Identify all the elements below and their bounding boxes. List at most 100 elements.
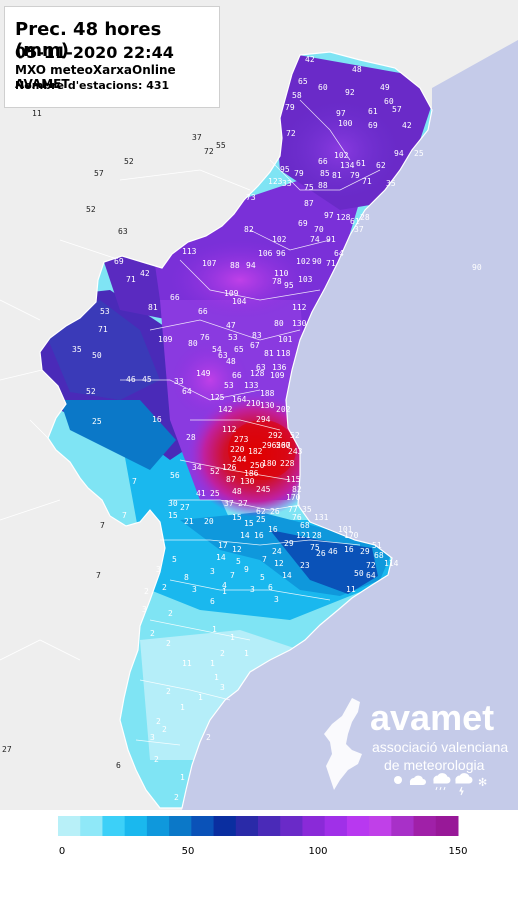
station-value: 14 — [216, 553, 226, 562]
station-value: 1 — [198, 693, 203, 702]
station-value: 21 — [184, 517, 194, 526]
station-value: 123 — [268, 177, 283, 186]
legend-tick-label: 150 — [448, 846, 467, 857]
station-value: 29 — [360, 547, 370, 556]
station-value: 88 — [230, 261, 240, 270]
station-value: 100 — [338, 119, 353, 128]
station-value: 82 — [292, 485, 302, 494]
station-value: 75 — [310, 543, 320, 552]
legend-swatch — [346, 816, 370, 836]
comarca-borders — [120, 99, 381, 746]
station-value: 106 — [258, 249, 273, 258]
station-value: 250 — [250, 461, 265, 470]
station-value: 130 — [260, 401, 275, 410]
station-value: 7 — [132, 477, 137, 486]
station-value: 15 — [244, 519, 254, 528]
station-value: 5 — [260, 573, 265, 582]
station-value: 65 — [298, 77, 308, 86]
station-value: 2 — [162, 583, 167, 592]
station-value: 60 — [318, 83, 328, 92]
logo-line1: associació valenciana — [372, 739, 508, 755]
station-value: 202 — [276, 405, 291, 414]
station-value: 2 — [168, 609, 173, 618]
station-value: 66 — [170, 293, 180, 302]
legend-tick-label: 0 — [59, 846, 65, 857]
station-value: 81 — [148, 303, 158, 312]
legend-swatch — [280, 816, 303, 836]
station-value: 66 — [232, 371, 242, 380]
station-value: 64 — [182, 387, 192, 396]
station-value: 57 — [392, 105, 402, 114]
station-value: 102 — [272, 235, 287, 244]
station-value: 220 — [230, 445, 245, 454]
station-value: 1 — [244, 649, 249, 658]
station-value: 42 — [402, 121, 412, 130]
station-value: 80 — [188, 339, 198, 348]
station-value: 101 — [278, 335, 293, 344]
station-value: 65 — [234, 345, 244, 354]
station-value: 41 — [196, 489, 206, 498]
station-value: 11 — [346, 585, 356, 594]
station-value: 114 — [384, 559, 399, 568]
station-value: 53 — [100, 307, 110, 316]
station-value: 24 — [272, 547, 282, 556]
station-value: 7 — [262, 555, 267, 564]
station-value: 3 — [220, 683, 225, 692]
station-value: 35 — [72, 345, 82, 354]
station-value: 78 — [272, 277, 282, 286]
station-value: 81 — [264, 349, 274, 358]
station-value: 64 — [334, 249, 344, 258]
color-legend: 0 50 100 150 — [58, 816, 468, 857]
station-value: 60 — [384, 97, 394, 106]
station-value: 87 — [304, 199, 314, 208]
station-value: 243 — [288, 447, 303, 456]
station-value: 77 — [288, 505, 298, 514]
station-value: 1 — [230, 633, 235, 642]
station-value: 95 — [280, 165, 290, 174]
station-value: 28 — [360, 213, 370, 222]
station-value: 76 — [200, 333, 210, 342]
legend-swatch — [213, 816, 237, 836]
station-value: 58 — [292, 91, 302, 100]
station-value: 3 — [192, 585, 197, 594]
station-value: 1 — [222, 587, 227, 596]
title-box: Prec. 48 hores (mm) 05-11-2020 22:44 MXO… — [4, 6, 220, 108]
station-value: 149 — [196, 369, 211, 378]
station-value: 3 — [274, 595, 279, 604]
logo-line2: de meteorologia — [384, 757, 485, 773]
station-value: 16 — [268, 525, 278, 534]
legend-swatch — [58, 816, 81, 836]
cloud-icon — [409, 775, 426, 785]
legend-swatch — [435, 816, 459, 836]
station-value: 5 — [172, 555, 177, 564]
station-value: 48 — [226, 357, 236, 366]
station-value: 110 — [274, 269, 289, 278]
station-value: 2 — [174, 793, 179, 802]
station-value: 97 — [324, 211, 334, 220]
legend-swatch — [302, 816, 326, 836]
station-value: 90 — [312, 257, 322, 266]
station-value: 1 — [210, 659, 215, 668]
station-value: 11 — [32, 109, 42, 118]
station-value: 170 — [344, 531, 359, 540]
station-value: 47 — [226, 321, 236, 330]
station-value: 14 — [282, 571, 292, 580]
station-value: 292 — [268, 431, 283, 440]
station-value: 53 — [228, 333, 238, 342]
map-datetime: 05-11-2020 22:44 — [15, 43, 174, 62]
station-value: 79 — [285, 103, 295, 112]
station-value: 130 — [292, 319, 307, 328]
station-value: 210 — [246, 399, 261, 408]
station-value: 69 — [298, 219, 308, 228]
station-value: 66 — [318, 157, 328, 166]
station-value: 180 — [262, 459, 277, 468]
station-value: 12 — [274, 559, 284, 568]
station-value: 7 — [96, 571, 101, 580]
station-value: 25 — [414, 149, 424, 158]
station-value: 54 — [212, 345, 222, 354]
station-value: 16 — [152, 415, 162, 424]
station-value: 130 — [240, 477, 255, 486]
snowflake-icon: ✻ — [478, 776, 487, 789]
